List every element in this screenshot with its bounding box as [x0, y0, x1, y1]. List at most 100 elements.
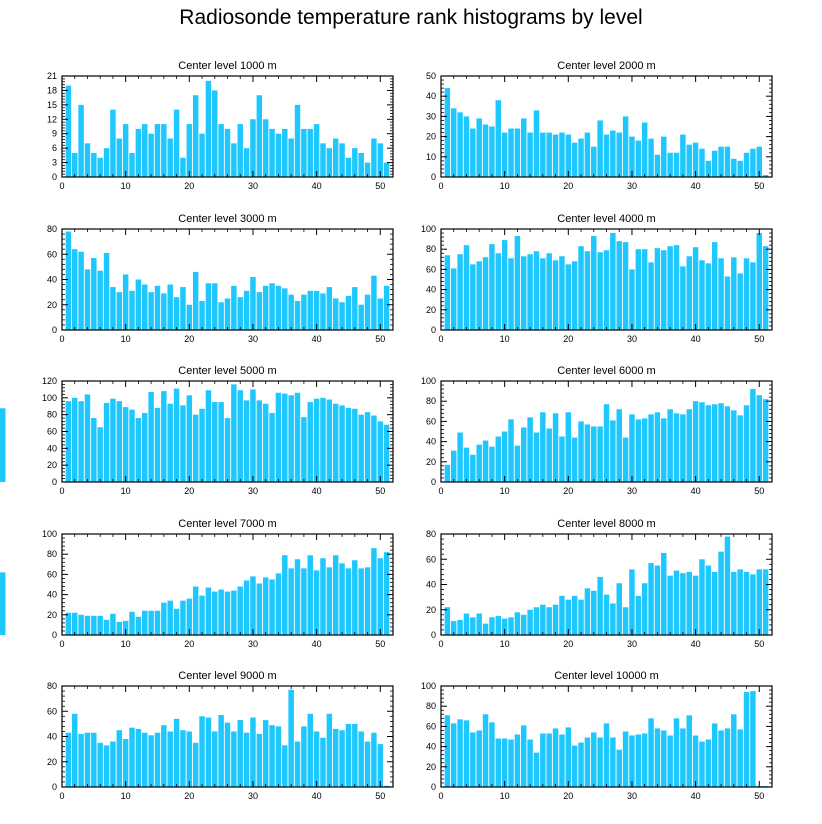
histogram-bar	[78, 614, 84, 635]
histogram-bar	[371, 138, 377, 177]
histogram-bar	[326, 148, 333, 177]
histogram-bar	[250, 276, 256, 330]
histogram-bar	[320, 293, 326, 330]
chart-panel-6: Center level 6000 m 0 10 20 30 40 50 0 20 40 60 80 1…	[0, 365, 773, 496]
histogram-bar	[91, 615, 97, 635]
histogram-bar	[358, 568, 364, 635]
histogram-bar	[237, 720, 243, 787]
histogram-bar	[584, 588, 591, 635]
histogram-bar	[680, 266, 686, 330]
histogram-bar	[262, 720, 269, 787]
histogram-bar	[591, 426, 597, 482]
x-tick-label: 50	[754, 181, 764, 191]
histogram-bar	[584, 132, 591, 177]
panel-title: Center level 3000 m	[178, 213, 276, 225]
chart-panel-8: Center level 8000 m 0 10 20 30 40 50 0 20 40 60 80	[0, 518, 773, 649]
histogram-bar	[358, 414, 364, 482]
histogram-bar	[737, 569, 743, 635]
y-tick-label: 9	[52, 129, 57, 139]
y-tick-label: 20	[426, 605, 436, 615]
histogram-bar	[724, 276, 731, 330]
x-tick-label: 10	[121, 791, 131, 801]
histogram-bar	[654, 412, 661, 482]
histogram-bar	[371, 732, 377, 787]
histogram-bar	[699, 559, 705, 635]
histogram-bar	[680, 728, 686, 787]
histogram-bar	[482, 440, 489, 482]
histogram-bar	[673, 718, 680, 787]
histogram-bar	[540, 733, 546, 787]
histogram-bar	[186, 731, 193, 787]
panel-title: Center level 5000 m	[178, 365, 276, 377]
histogram-bar	[250, 717, 256, 787]
histogram-bar	[559, 595, 565, 635]
histogram-bar	[731, 571, 737, 636]
histogram-bar	[718, 146, 724, 177]
y-tick-label: 60	[426, 416, 436, 426]
histogram-bar	[282, 555, 288, 635]
histogram-bar	[686, 571, 692, 636]
histogram-bar	[724, 536, 731, 635]
y-tick-label: 80	[426, 396, 436, 406]
x-tick-label: 10	[500, 181, 510, 191]
histogram-bar	[135, 418, 142, 482]
histogram-bar	[463, 447, 470, 482]
histogram-bar	[533, 110, 540, 177]
histogram-bar	[154, 407, 161, 482]
histogram-bar	[521, 256, 527, 330]
histogram-bar	[495, 100, 502, 177]
histogram-bar	[345, 568, 352, 635]
histogram-bar	[307, 128, 313, 177]
histogram-bar	[692, 401, 699, 482]
histogram-bar	[371, 548, 377, 635]
x-tick-label: 40	[312, 486, 322, 496]
histogram-bar	[262, 577, 269, 635]
histogram-bar	[546, 607, 552, 635]
histogram-bar	[629, 269, 635, 330]
histogram-bar	[212, 591, 218, 635]
histogram-bar	[552, 413, 559, 482]
histogram-bar	[326, 399, 333, 482]
histogram-bar	[610, 603, 616, 635]
histogram-bar	[597, 426, 603, 482]
histogram-bar	[103, 148, 110, 177]
chart-panel-1: Center level 1000 m 0 10 20 30 40 50 0 3 6 9 12 15 18…	[47, 60, 394, 191]
histogram-bar	[180, 287, 186, 330]
histogram-bar	[135, 728, 142, 787]
x-tick-label: 0	[438, 486, 443, 496]
histogram-bar	[301, 726, 307, 787]
y-tick-label: 80	[426, 244, 436, 254]
histogram-bar	[711, 242, 718, 330]
x-tick-label: 50	[375, 181, 385, 191]
histogram-bar	[154, 610, 161, 635]
x-tick-label: 0	[438, 181, 443, 191]
histogram-bar	[129, 409, 135, 482]
histogram-bar	[199, 133, 205, 177]
histogram-bar	[552, 134, 559, 177]
histogram-bar	[692, 735, 699, 787]
histogram-bar	[91, 418, 97, 482]
histogram-bar	[508, 739, 514, 787]
histogram-bar	[110, 109, 116, 177]
histogram-bar	[224, 128, 231, 177]
histogram-bar	[470, 732, 476, 787]
histogram-bar	[692, 142, 699, 177]
histogram-bar	[161, 124, 167, 177]
histogram-bar	[501, 618, 508, 635]
histogram-bar	[186, 395, 193, 482]
histogram-bar	[161, 293, 167, 330]
histogram-bar	[705, 263, 712, 330]
x-tick-label: 50	[375, 486, 385, 496]
histogram-bar	[559, 436, 565, 482]
histogram-bar	[129, 290, 135, 330]
y-tick-label: 20	[426, 132, 436, 142]
x-tick-label: 10	[121, 334, 131, 344]
histogram-bar	[288, 395, 294, 482]
x-tick-label: 40	[691, 334, 701, 344]
histogram-bar	[237, 586, 243, 635]
y-tick-label: 0	[431, 172, 436, 182]
y-tick-label: 18	[47, 85, 57, 95]
histogram-bar	[65, 401, 72, 482]
histogram-bar	[84, 732, 91, 787]
histogram-bar	[718, 403, 724, 482]
